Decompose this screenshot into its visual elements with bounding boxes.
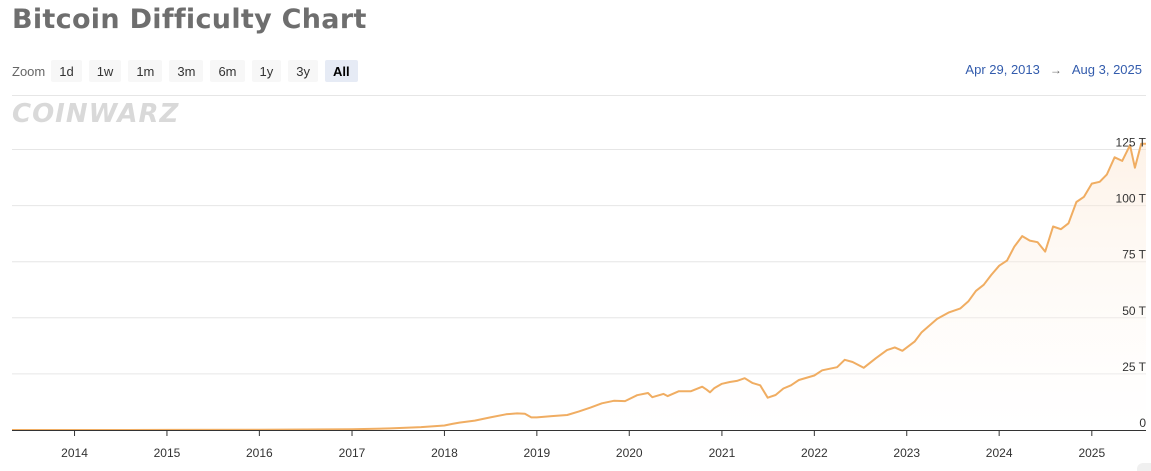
y-tick-label: 25 T xyxy=(1122,360,1146,374)
difficulty-line xyxy=(12,142,1146,431)
zoom-6m-button[interactable]: 6m xyxy=(210,60,245,82)
zoom-1y-button[interactable]: 1y xyxy=(251,60,282,82)
zoom-3m-button[interactable]: 3m xyxy=(169,60,204,82)
gridlines xyxy=(12,148,1146,375)
zoom-all-button[interactable]: All xyxy=(324,60,358,82)
x-tick-label: 2024 xyxy=(986,446,1013,460)
page-title: Bitcoin Difficulty Chart xyxy=(12,4,367,35)
date-range-selector: Apr 29, 2013 → Aug 3, 2025 xyxy=(965,62,1142,77)
x-tick-label: 2016 xyxy=(246,446,273,460)
y-tick-label: 100 T xyxy=(1116,192,1147,206)
x-tick-label: 2019 xyxy=(523,446,550,460)
zoom-bar: Zoom 1d 1w 1m 3m 6m 1y 3y All xyxy=(12,60,365,82)
zoom-1m-button[interactable]: 1m xyxy=(128,60,163,82)
y-tick-label: 0 xyxy=(1139,416,1146,430)
zoom-1d-button[interactable]: 1d xyxy=(51,60,82,82)
x-tick-label: 2018 xyxy=(431,446,458,460)
y-tick-label: 75 T xyxy=(1122,248,1146,262)
x-tick-label: 2023 xyxy=(893,446,920,460)
chart-top-divider xyxy=(12,95,1146,96)
coinwarz-watermark-logo: COINWARZ xyxy=(12,99,180,129)
y-axis: 0 25 T 50 T 75 T 100 T 125 T xyxy=(1116,135,1147,430)
series-line xyxy=(12,142,1146,431)
x-tick-label: 2014 xyxy=(61,446,88,460)
range-arrow-icon: → xyxy=(1049,62,1062,77)
series-area xyxy=(12,143,1146,430)
range-to-input[interactable]: Aug 3, 2025 xyxy=(1071,62,1142,77)
x-tick-label: 2022 xyxy=(801,446,828,460)
range-from-input[interactable]: Apr 29, 2013 xyxy=(965,62,1040,77)
x-tick-label: 2020 xyxy=(616,446,643,460)
zoom-3y-button[interactable]: 3y xyxy=(288,60,318,82)
zoom-1w-button[interactable]: 1w xyxy=(88,60,122,82)
x-tick-label: 2017 xyxy=(339,446,366,460)
zoom-label: Zoom xyxy=(12,63,46,79)
y-tick-label: 125 T xyxy=(1116,135,1147,149)
x-axis: 2014 2015 2016 2017 2018 2019 2020 2021 2022 2023… xyxy=(12,430,1146,460)
scrollbar-thumb[interactable] xyxy=(1137,463,1151,471)
y-tick-label: 50 T xyxy=(1122,304,1146,318)
x-tick-label: 2015 xyxy=(154,446,181,460)
difficulty-area xyxy=(12,143,1146,430)
x-tick-label: 2021 xyxy=(709,446,736,460)
x-tick-label: 2025 xyxy=(1078,446,1105,460)
